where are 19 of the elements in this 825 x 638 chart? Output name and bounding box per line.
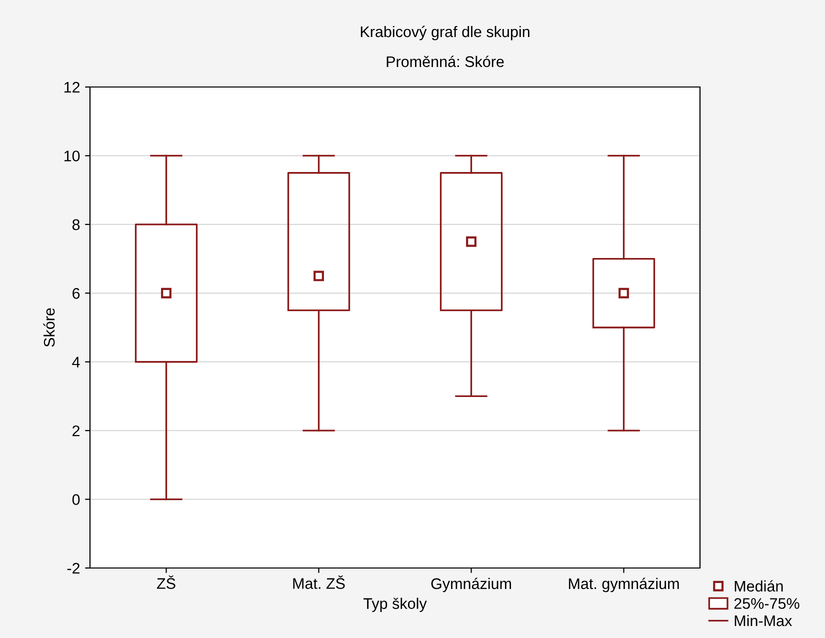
y-tick-label: 4 xyxy=(72,356,80,368)
y-tick-label: 6 xyxy=(72,288,80,299)
chart-subtitle: Proměnná: Skóre xyxy=(386,56,504,68)
chart-title: Krabicový graf dle skupin xyxy=(360,26,530,40)
y-tick-label: 8 xyxy=(72,219,80,230)
text: 25%-75% xyxy=(734,598,800,609)
x-tick-label: Mat. gymnázium xyxy=(568,578,679,592)
y-axis-title: Skóre xyxy=(43,308,55,347)
y-tick-label: -2 xyxy=(67,562,80,574)
y-tick-label: 12 xyxy=(64,82,80,93)
y-tick-label: 2 xyxy=(72,425,80,436)
x-axis-title: Typ školy xyxy=(364,598,427,612)
y-tick-label: 0 xyxy=(72,494,80,505)
text: Min-Max xyxy=(734,614,792,626)
text: Medián xyxy=(734,580,783,592)
y-tick-label: 10 xyxy=(64,150,80,162)
x-tick-label: Mat. ZŠ xyxy=(293,575,345,589)
x-tick-label: Gymnázium xyxy=(431,578,511,592)
x-tick-label: ZŠ xyxy=(156,575,176,589)
